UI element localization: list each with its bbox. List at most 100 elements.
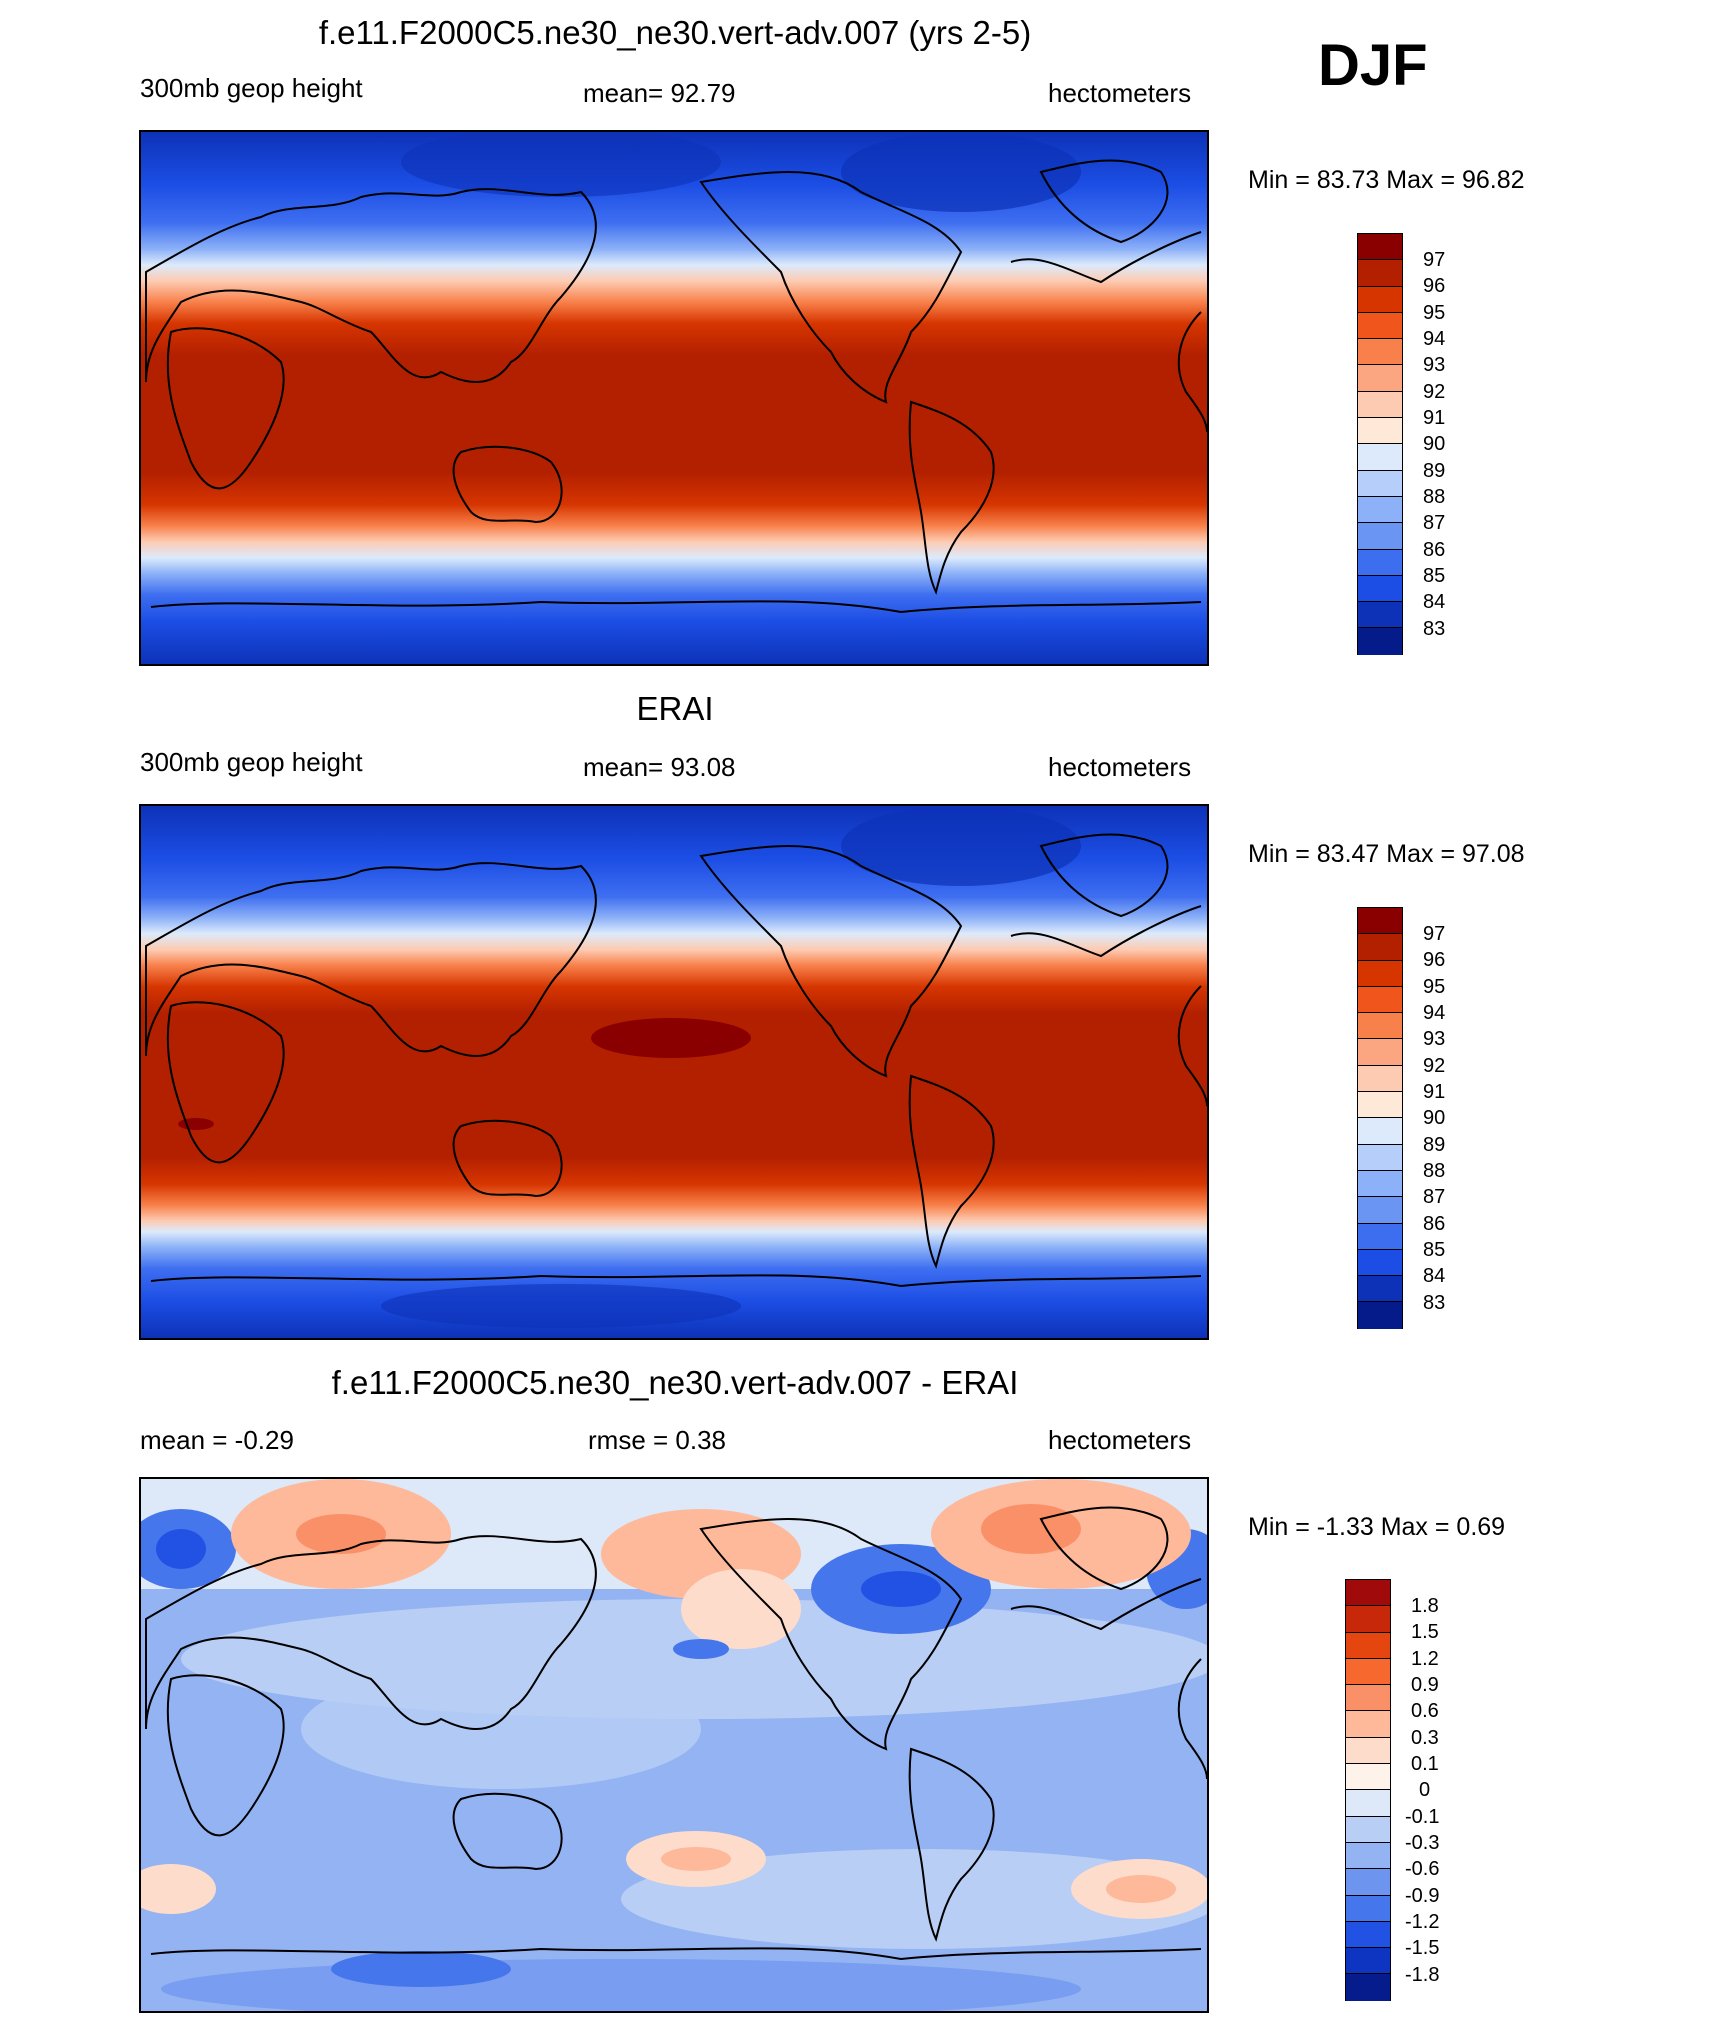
colorbar-swatch (1346, 1895, 1390, 1922)
colorbar-swatch (1346, 1685, 1390, 1712)
colorbar-tick-label: 95 (1423, 976, 1446, 998)
colorbar-tick-label: 1.8 (1411, 1595, 1439, 1617)
map-model (139, 130, 1209, 666)
colorbar-swatch (1358, 365, 1402, 392)
colorbar-swatch (1358, 312, 1402, 340)
panel-title: f.e11.F2000C5.ne30_ne30.vert-adv.007 - E… (331, 1364, 1019, 1401)
colorbar-swatch (1358, 960, 1402, 987)
colorbar-tick-label: 86 (1423, 1213, 1446, 1235)
min-max-label: Min = 83.47 Max = 97.08 (1248, 840, 1525, 868)
colorbar-tick-label: -0.1 (1405, 1806, 1440, 1828)
colorbar-tick-label: 93 (1423, 1028, 1446, 1050)
colorbar-tick-label: 0 (1419, 1779, 1431, 1801)
units-label: hectometers (1048, 752, 1192, 782)
colorbar-tick-label: 97 (1423, 249, 1446, 271)
colorbar-swatch (1358, 934, 1402, 961)
colorbar-tick-label: -1.5 (1405, 1937, 1440, 1959)
colorbar-swatch (1358, 391, 1402, 419)
colorbar-swatch (1358, 986, 1402, 1014)
colorbar-swatch (1346, 1737, 1390, 1765)
colorbar-swatch (1358, 1223, 1402, 1250)
colorbar-tick-label: -0.6 (1405, 1858, 1440, 1880)
colorbar-swatch (1358, 418, 1402, 445)
colorbar-swatch (1358, 523, 1402, 550)
mean-label: mean= 92.79 (583, 78, 736, 108)
min-max-label: Min = 83.73 Max = 96.82 (1248, 166, 1525, 194)
colorbar-tick-label: -1.2 (1405, 1911, 1440, 1933)
colorbar-tick-label: 91 (1423, 407, 1446, 429)
colorbar-tick-label: 84 (1423, 1265, 1446, 1287)
field-label: 300mb geop height (140, 73, 363, 103)
min-max-label: Min = -1.33 Max = 0.69 (1248, 1513, 1506, 1541)
colorbar-model (1357, 233, 1403, 655)
colorbar-swatch (1358, 286, 1402, 313)
colorbar-swatch (1346, 1842, 1390, 1870)
colorbar-tick-label: 93 (1423, 354, 1446, 376)
colorbar-swatch (1346, 1658, 1390, 1686)
map-obs (139, 804, 1209, 1340)
colorbar-swatch (1346, 1948, 1390, 1975)
colorbar-swatch (1346, 1921, 1390, 1949)
mean-label: mean= 93.08 (583, 752, 736, 782)
colorbar-tick-label: 89 (1423, 460, 1446, 482)
colorbar-tick-label: 90 (1423, 433, 1446, 455)
field-label: 300mb geop height (140, 747, 363, 777)
colorbar-swatch (1358, 1013, 1402, 1040)
panel-title: f.e11.F2000C5.ne30_ne30.vert-adv.007 (yr… (318, 14, 1032, 51)
colorbar-swatch (1346, 1764, 1390, 1791)
colorbar-tick-label: 96 (1423, 949, 1446, 971)
colorbar-swatch (1346, 1580, 1390, 1607)
units-label: hectometers (1048, 78, 1192, 108)
colorbar-tick-label: 90 (1423, 1107, 1446, 1129)
colorbar-tick-label: 88 (1423, 1160, 1446, 1182)
colorbar-obs (1357, 907, 1403, 1329)
colorbar-tick-label: 88 (1423, 486, 1446, 508)
colorbar-tick-label: 0.6 (1411, 1700, 1439, 1722)
colorbar-tick-label: 83 (1423, 1292, 1446, 1314)
colorbar-tick-label: -1.8 (1405, 1964, 1440, 1986)
colorbar-tick-label: 87 (1423, 1186, 1446, 1208)
colorbar-swatch (1358, 575, 1402, 603)
colorbar-tick-label: 94 (1423, 1002, 1446, 1024)
colorbar-tick-label: 83 (1423, 618, 1446, 640)
colorbar-swatch (1358, 908, 1402, 935)
colorbar-tick-label: 96 (1423, 275, 1446, 297)
colorbar-tick-label: 0.3 (1411, 1727, 1439, 1749)
colorbar-swatch (1346, 1816, 1390, 1843)
colorbar-tick-label: 91 (1423, 1081, 1446, 1103)
colorbar-tick-label: 0.1 (1411, 1753, 1439, 1775)
colorbar-swatch (1358, 1039, 1402, 1066)
colorbar-tick-label: -0.9 (1405, 1885, 1440, 1907)
season-label: DJF (1318, 33, 1428, 98)
colorbar-tick-label: 86 (1423, 539, 1446, 561)
colorbar-swatch (1346, 1606, 1390, 1633)
colorbar-tick-label: 85 (1423, 565, 1446, 587)
units-label: hectometers (1048, 1425, 1192, 1455)
colorbar-swatch (1346, 1632, 1390, 1659)
map-diff (139, 1477, 1209, 2013)
colorbar-swatch (1358, 1118, 1402, 1145)
rmse-label: rmse = 0.38 (588, 1425, 727, 1455)
colorbar-tick-label: 0.9 (1411, 1674, 1439, 1696)
colorbar-swatch (1346, 1974, 1390, 2001)
colorbar-tick-label: 92 (1423, 381, 1446, 403)
colorbar-tick-label: 84 (1423, 591, 1446, 613)
colorbar-swatch (1358, 1276, 1402, 1303)
colorbar-swatch (1358, 1144, 1402, 1171)
colorbar-swatch (1358, 339, 1402, 366)
colorbar-swatch (1358, 234, 1402, 261)
colorbar-tick-label: 1.5 (1411, 1621, 1439, 1643)
colorbar-tick-label: 87 (1423, 512, 1446, 534)
colorbar-tick-label: 85 (1423, 1239, 1446, 1261)
colorbar-swatch (1358, 1092, 1402, 1119)
colorbar-swatch (1346, 1790, 1390, 1817)
colorbar-diff (1345, 1579, 1391, 2001)
colorbar-swatch (1346, 1869, 1390, 1896)
colorbar-tick-label: 1.2 (1411, 1648, 1439, 1670)
colorbar-swatch (1358, 1170, 1402, 1198)
colorbar-swatch (1358, 1249, 1402, 1277)
colorbar-swatch (1358, 602, 1402, 629)
colorbar-tick-label: -0.3 (1405, 1832, 1440, 1854)
colorbar-swatch (1358, 628, 1402, 655)
colorbar-swatch (1346, 1711, 1390, 1738)
